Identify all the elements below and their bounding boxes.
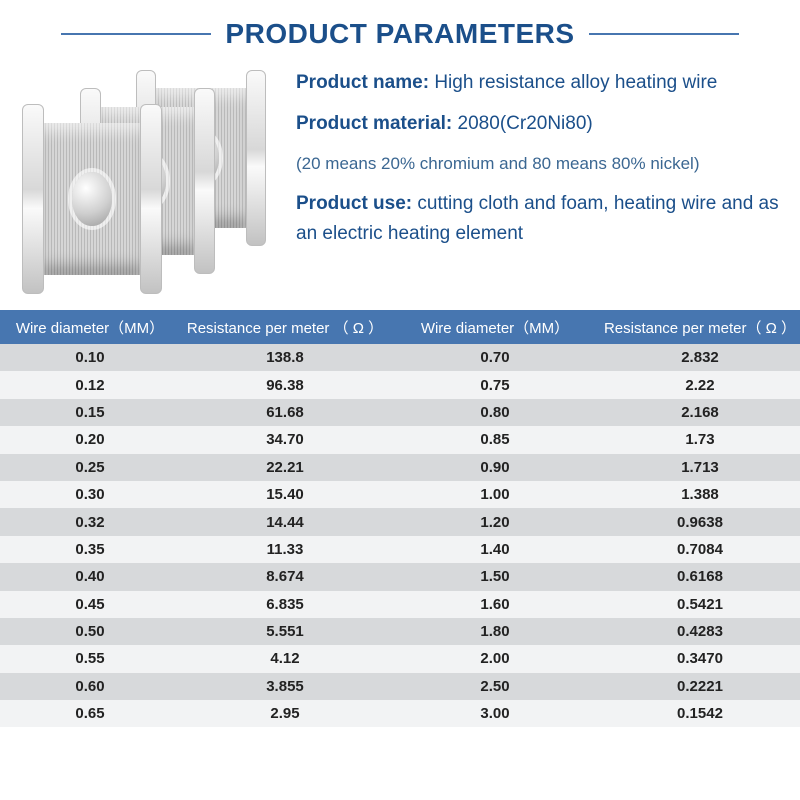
table-cell: 138.8 (180, 349, 390, 366)
table-row: 0.1296.380.752.22 (0, 371, 800, 398)
table-cell: 0.45 (0, 596, 180, 613)
table-cell: 34.70 (180, 431, 390, 448)
table-row: 0.3511.331.400.7084 (0, 536, 800, 563)
table-header-row: Wire diameter（MM） Resistance per meter （… (0, 310, 800, 344)
table-cell: 0.12 (0, 377, 180, 394)
th-resistance-2: Resistance per meter（ Ω ） (600, 317, 800, 338)
product-description: Product name: High resistance alloy heat… (296, 64, 782, 294)
product-material-label: Product material: (296, 113, 452, 134)
product-name-line: Product name: High resistance alloy heat… (296, 68, 782, 97)
product-use-line: Product use: cutting cloth and foam, hea… (296, 189, 782, 248)
table-cell: 2.22 (600, 377, 800, 394)
table-row: 0.408.6741.500.6168 (0, 563, 800, 590)
table-row: 0.1561.680.802.168 (0, 399, 800, 426)
table-cell: 8.674 (180, 568, 390, 585)
table-cell: 4.12 (180, 650, 390, 667)
table-cell: 1.388 (600, 486, 800, 503)
table-cell: 0.35 (0, 541, 180, 558)
table-row: 0.554.122.000.3470 (0, 645, 800, 672)
wire-spools-image (18, 64, 278, 294)
table-cell: 1.73 (600, 431, 800, 448)
table-row: 0.10138.80.702.832 (0, 344, 800, 371)
table-cell: 0.7084 (600, 541, 800, 558)
th-wire-diameter-1: Wire diameter（MM） (0, 317, 180, 338)
table-cell: 61.68 (180, 404, 390, 421)
title-rule-left (61, 33, 211, 35)
table-cell: 3.00 (390, 705, 600, 722)
table-cell: 96.38 (180, 377, 390, 394)
table-cell: 1.20 (390, 514, 600, 531)
table-cell: 2.832 (600, 349, 800, 366)
table-cell: 0.1542 (600, 705, 800, 722)
title-row: PRODUCT PARAMETERS (0, 0, 800, 64)
table-body: 0.10138.80.702.8320.1296.380.752.220.156… (0, 344, 800, 727)
table-cell: 0.4283 (600, 623, 800, 640)
table-cell: 22.21 (180, 459, 390, 476)
table-cell: 6.835 (180, 596, 390, 613)
hero-row: Product name: High resistance alloy heat… (0, 64, 800, 310)
table-cell: 1.50 (390, 568, 600, 585)
product-name-value: High resistance alloy heating wire (434, 72, 717, 93)
table-cell: 0.25 (0, 459, 180, 476)
table-row: 0.2034.700.851.73 (0, 426, 800, 453)
table-cell: 1.40 (390, 541, 600, 558)
table-cell: 2.168 (600, 404, 800, 421)
material-note: (20 means 20% chromium and 80 means 80% … (296, 151, 782, 177)
table-cell: 0.85 (390, 431, 600, 448)
product-material-value: 2080(Cr20Ni80) (458, 113, 593, 134)
table-row: 0.3015.401.001.388 (0, 481, 800, 508)
table-cell: 0.2221 (600, 678, 800, 695)
table-cell: 0.90 (390, 459, 600, 476)
resistance-table: Wire diameter（MM） Resistance per meter （… (0, 310, 800, 727)
table-cell: 0.30 (0, 486, 180, 503)
th-resistance-1: Resistance per meter （ Ω ） (180, 317, 390, 338)
table-cell: 5.551 (180, 623, 390, 640)
table-cell: 0.10 (0, 349, 180, 366)
product-parameters-card: PRODUCT PARAMETERS (0, 0, 800, 800)
th-wire-diameter-2: Wire diameter（MM） (390, 317, 600, 338)
table-cell: 14.44 (180, 514, 390, 531)
table-cell: 0.55 (0, 650, 180, 667)
table-row: 0.2522.210.901.713 (0, 454, 800, 481)
table-cell: 1.713 (600, 459, 800, 476)
table-cell: 0.15 (0, 404, 180, 421)
table-cell: 0.9638 (600, 514, 800, 531)
product-name-label: Product name: (296, 72, 429, 93)
table-cell: 0.6168 (600, 568, 800, 585)
table-cell: 2.50 (390, 678, 600, 695)
table-row: 0.3214.441.200.9638 (0, 508, 800, 535)
table-cell: 2.00 (390, 650, 600, 667)
table-cell: 1.80 (390, 623, 600, 640)
product-use-label: Product use: (296, 193, 412, 214)
table-cell: 0.60 (0, 678, 180, 695)
table-cell: 0.40 (0, 568, 180, 585)
table-cell: 0.3470 (600, 650, 800, 667)
table-cell: 0.70 (390, 349, 600, 366)
table-cell: 2.95 (180, 705, 390, 722)
table-row: 0.603.8552.500.2221 (0, 673, 800, 700)
table-cell: 11.33 (180, 541, 390, 558)
table-cell: 3.855 (180, 678, 390, 695)
page-title: PRODUCT PARAMETERS (225, 18, 574, 50)
table-cell: 0.32 (0, 514, 180, 531)
table-cell: 0.80 (390, 404, 600, 421)
table-row: 0.652.953.000.1542 (0, 700, 800, 727)
table-cell: 15.40 (180, 486, 390, 503)
table-cell: 1.00 (390, 486, 600, 503)
product-material-line: Product material: 2080(Cr20Ni80) (296, 109, 782, 138)
table-cell: 0.20 (0, 431, 180, 448)
table-row: 0.505.5511.800.4283 (0, 618, 800, 645)
table-cell: 0.65 (0, 705, 180, 722)
table-cell: 0.5421 (600, 596, 800, 613)
table-cell: 0.50 (0, 623, 180, 640)
table-cell: 1.60 (390, 596, 600, 613)
table-cell: 0.75 (390, 377, 600, 394)
table-row: 0.456.8351.600.5421 (0, 591, 800, 618)
title-rule-right (589, 33, 739, 35)
